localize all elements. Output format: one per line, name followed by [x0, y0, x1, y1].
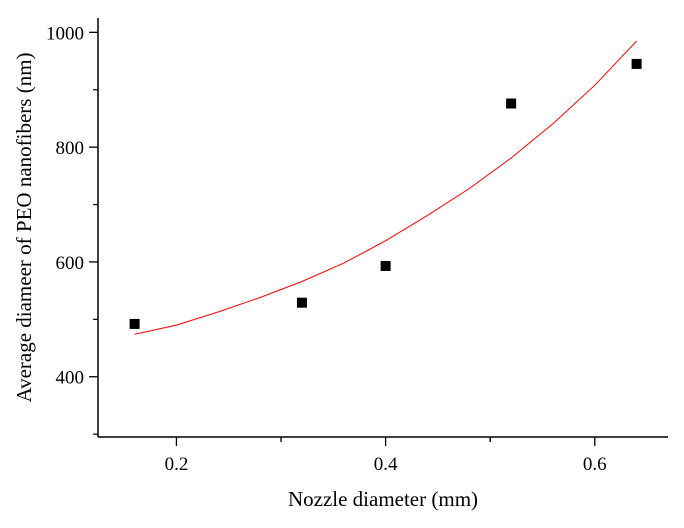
data-point [631, 58, 642, 69]
fit-curve-group [134, 40, 637, 335]
data-points [129, 58, 642, 329]
fit-curve [134, 40, 637, 335]
y-tick-label: 400 [56, 368, 85, 389]
data-point [380, 260, 391, 271]
x-tick-label: 0.2 [165, 454, 189, 475]
y-tick-label: 1000 [46, 23, 84, 44]
axes [97, 18, 668, 438]
y-axis-title: Average diameer of PEO nanofibers (nm) [12, 52, 36, 402]
data-point [296, 297, 307, 308]
x-tick-label: 0.4 [374, 454, 398, 475]
data-point [129, 318, 140, 329]
y-tick-label: 600 [56, 253, 85, 274]
x-tick-label: 0.6 [583, 454, 607, 475]
x-axis-title: Nozzle diameter (mm) [288, 487, 478, 511]
y-tick-label: 800 [56, 138, 85, 159]
data-point [506, 98, 517, 109]
ticks: 0.2 0.4 0.6 400 600 800 1000 [46, 23, 607, 475]
